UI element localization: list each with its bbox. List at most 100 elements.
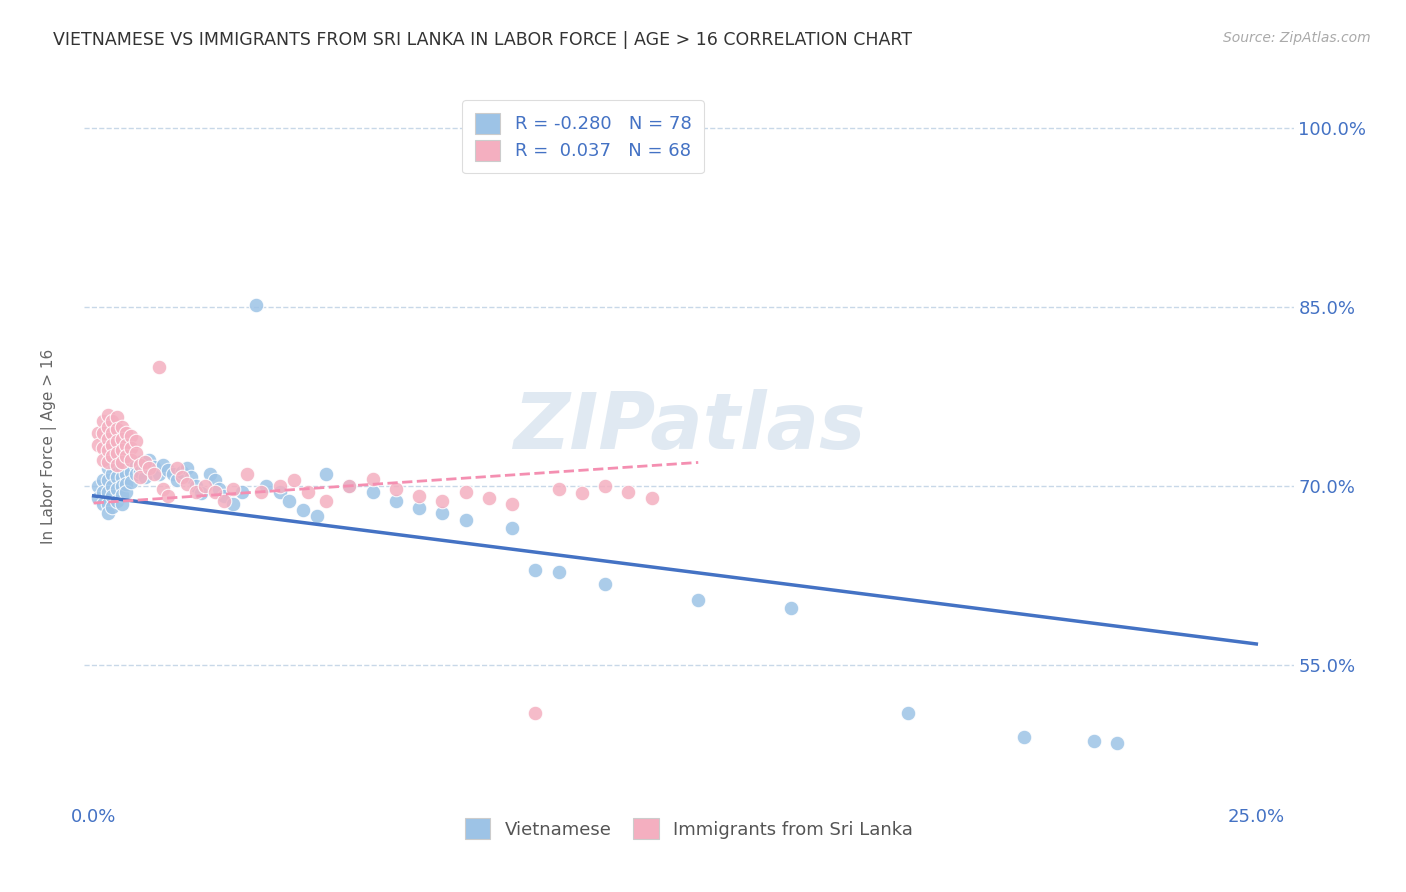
Point [105,482,128,496]
Point [110,479,132,493]
Point [780,601,803,615]
Point [361,485,384,500]
Point [115,477,138,491]
Point [105,410,128,425]
Point [269,479,291,493]
Point [385,493,408,508]
Point [97,461,120,475]
Point [110,455,132,469]
Point [97,485,120,500]
Point [593,479,616,493]
Point [361,472,384,486]
Point [315,493,337,508]
Point [120,453,142,467]
Point [245,298,267,312]
Point [278,493,301,508]
Point [105,446,128,460]
Point [87,437,110,451]
Point [148,359,170,374]
Point [124,458,146,472]
Point [250,485,273,500]
Point [97,474,120,488]
Point [254,479,277,493]
Point [134,469,156,483]
Point [101,500,124,514]
Point [198,467,221,482]
Point [315,467,337,482]
Point [105,434,128,448]
Point [385,482,408,496]
Point [593,577,616,591]
Point [1105,736,1128,750]
Point [166,474,188,488]
Point [124,434,146,448]
Point [454,485,477,500]
Point [101,479,124,493]
Point [143,460,166,475]
Point [408,500,430,515]
Point [454,513,477,527]
Point [120,441,142,455]
Point [617,485,640,500]
Point [91,485,114,500]
Point [134,461,156,475]
Point [87,425,110,440]
Point [524,563,547,577]
Point [1012,730,1035,744]
Point [138,461,160,475]
Text: Source: ZipAtlas.com: Source: ZipAtlas.com [1223,31,1371,45]
Point [91,497,114,511]
Point [166,461,188,475]
Point [432,506,454,520]
Point [305,509,328,524]
Point [152,482,174,496]
Text: In Labor Force | Age > 16: In Labor Force | Age > 16 [41,349,58,543]
Point [129,458,152,472]
Point [204,474,226,488]
Point [115,458,138,472]
Point [184,485,207,500]
Point [212,489,235,503]
Point [138,453,160,467]
Point [571,486,593,500]
Point [432,493,454,508]
Point [97,432,120,446]
Point [297,485,319,500]
Point [120,455,142,469]
Point [115,450,138,464]
Point [87,479,110,493]
Point [115,437,138,451]
Point [501,497,523,511]
Point [222,497,245,511]
Point [101,467,124,482]
Point [190,486,212,500]
Point [120,475,142,489]
Point [97,497,120,511]
Point [134,455,156,469]
Point [231,485,253,500]
Point [194,479,217,493]
Point [212,493,235,508]
Point [101,437,124,451]
Point [124,467,146,482]
Point [152,458,174,472]
Point [501,521,523,535]
Point [547,566,569,580]
Point [101,450,124,464]
Point [896,706,918,721]
Point [91,414,114,428]
Point [162,467,184,482]
Point [408,489,430,503]
Point [91,453,114,467]
Text: ZIPatlas: ZIPatlas [513,389,865,465]
Point [204,485,226,500]
Point [115,425,138,440]
Point [184,479,207,493]
Point [115,467,138,482]
Point [97,506,120,520]
Point [110,488,132,502]
Point [170,469,193,483]
Point [110,432,132,446]
Point [91,441,114,455]
Point [129,465,152,479]
